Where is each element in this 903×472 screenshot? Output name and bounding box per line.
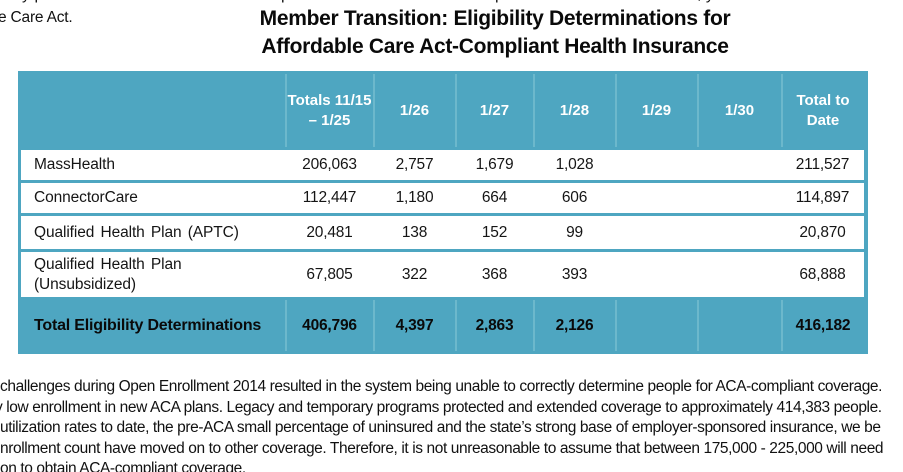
table-row-qhp-aptc: Qualified Health Plan (APTC) 20,481 138 … — [19, 213, 866, 251]
table-cell: 2,757 — [373, 147, 456, 182]
clipped-text-fragment: p — [281, 0, 290, 4]
column-header-total-to-date: Total to Date — [780, 72, 866, 149]
table-cell: 406,796 — [284, 297, 374, 353]
table-cell — [697, 180, 782, 215]
row-label: MassHealth — [19, 147, 286, 182]
footer-line-5: on to obtain ACA-compliant coverage. — [0, 460, 246, 472]
table-cell — [615, 213, 698, 251]
total-row-label: Total Eligibility Determinations — [19, 297, 286, 353]
column-header-totals-range: Totals 11/15 – 1/25 — [284, 72, 374, 149]
column-header-1-26: 1/26 — [372, 72, 456, 149]
clipped-text-fragment: , y — [697, 0, 714, 4]
footer-line-4: nrollment count have moved on to other c… — [0, 439, 884, 457]
table-cell: 416,182 — [780, 297, 866, 353]
table-header-row: Totals 11/15 – 1/25 1/26 1/27 1/28 1/29 … — [19, 72, 866, 149]
footer-line-3: utilization rates to date, the pre-ACA s… — [0, 419, 881, 437]
table-cell — [697, 249, 782, 299]
table-cell: 2,126 — [532, 297, 616, 353]
table-cell — [697, 213, 782, 251]
document-title: Member Transition: Eligibility Determina… — [225, 5, 765, 61]
table-row-masshealth: MassHealth 206,063 2,757 1,679 1,028 211… — [19, 147, 866, 182]
table-cell: 99 — [533, 213, 616, 251]
table-cell — [615, 147, 698, 182]
clipped-text-fragment: p — [495, 0, 504, 4]
table-cell: 138 — [373, 213, 456, 251]
table-cell: 1,028 — [533, 147, 616, 182]
table-row-total: Total Eligibility Determinations 406,796… — [19, 297, 866, 353]
column-header-1-27: 1/27 — [454, 72, 534, 149]
column-header-1-29: 1/29 — [614, 72, 698, 149]
table-cell: 368 — [455, 249, 534, 299]
table-cell — [696, 297, 782, 353]
table-cell — [615, 180, 698, 215]
table-cell: 20,870 — [781, 213, 866, 251]
table-cell: 2,863 — [454, 297, 534, 353]
table-cell — [697, 147, 782, 182]
row-label: ConnectorCare — [19, 180, 286, 215]
table-cell: 112,447 — [285, 180, 374, 215]
clipped-text-fragment: y p — [22, 0, 43, 4]
table-cell: 211,527 — [781, 147, 866, 182]
table-cell: 67,805 — [285, 249, 374, 299]
footer-line-1: challenges during Open Enrollment 2014 r… — [0, 378, 883, 395]
footer-line-2: y low enrollment in new ACA plans. Legac… — [0, 398, 882, 416]
partial-sentence-text: e Care Act. — [0, 9, 73, 26]
table-cell: 20,481 — [285, 213, 374, 251]
table-cell: 206,063 — [285, 147, 374, 182]
title-line-1: Member Transition: Eligibility Determina… — [259, 7, 731, 30]
footer-paragraph: challenges during Open Enrollment 2014 r… — [0, 377, 903, 472]
title-line-2: Affordable Care Act-Compliant Health Ins… — [261, 34, 729, 58]
clipped-text-fragments: y p p p , y — [0, 0, 903, 7]
table-row-connectorcare: ConnectorCare 112,447 1,180 664 606 114,… — [19, 180, 866, 215]
table-cell: 114,897 — [781, 180, 866, 215]
table-cell: 322 — [373, 249, 456, 299]
table-row-qhp-unsubsidized: Qualified Health Plan (Unsubsidized) 67,… — [19, 249, 866, 299]
table-cell: 393 — [533, 249, 616, 299]
table-cell: 606 — [533, 180, 616, 215]
row-label: Qualified Health Plan (Unsubsidized) — [19, 249, 286, 299]
row-label: Qualified Health Plan (APTC) — [19, 213, 286, 251]
column-header-1-30: 1/30 — [696, 72, 782, 149]
table-cell: 4,397 — [372, 297, 456, 353]
eligibility-determinations-table: Totals 11/15 – 1/25 1/26 1/27 1/28 1/29 … — [18, 71, 868, 354]
table-cell: 1,679 — [455, 147, 534, 182]
column-header-1-28: 1/28 — [532, 72, 616, 149]
table-cell: 152 — [455, 213, 534, 251]
column-header-blank — [19, 72, 286, 149]
table-cell: 664 — [455, 180, 534, 215]
table-cell: 68,888 — [781, 249, 866, 299]
table-cell: 1,180 — [373, 180, 456, 215]
table-cell — [614, 297, 698, 353]
table-cell — [615, 249, 698, 299]
